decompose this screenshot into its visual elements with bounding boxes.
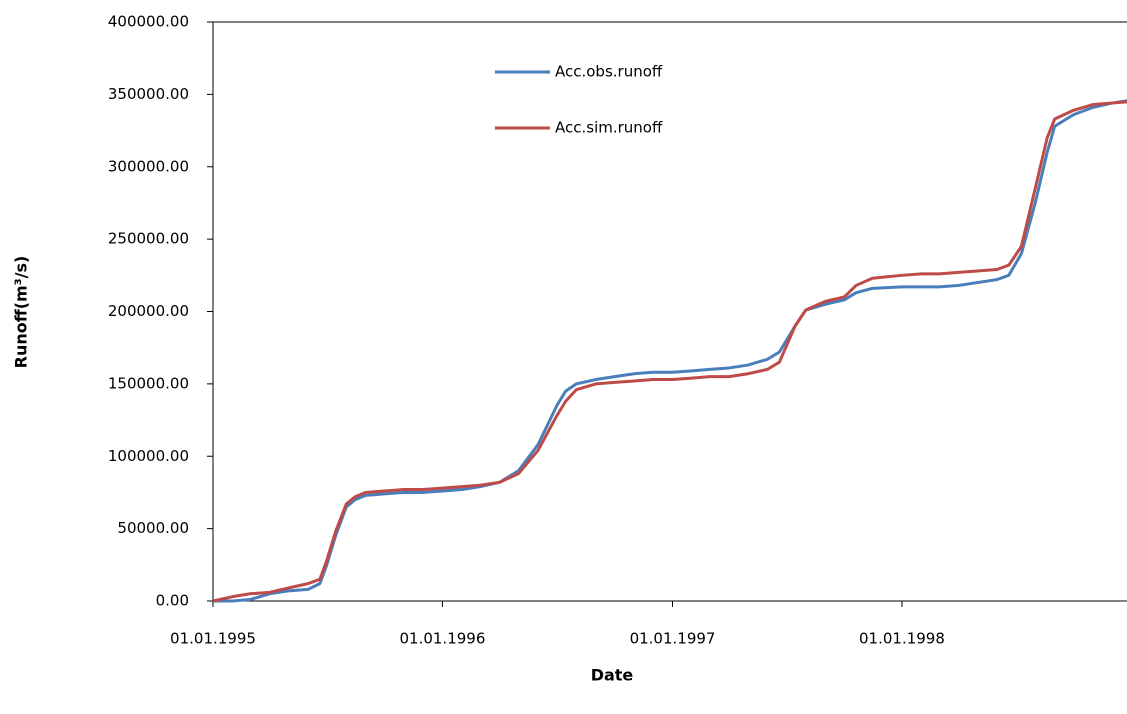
legend-label: Acc.obs.runoff — [555, 63, 663, 81]
x-tick-label: 01.01.1995 — [170, 630, 256, 648]
y-tick-label: 100000.00 — [108, 447, 189, 465]
x-axis-title: Date — [591, 666, 634, 685]
x-tick-label: 01.01.1998 — [859, 630, 945, 648]
y-tick-label: 250000.00 — [108, 230, 189, 248]
y-tick-label: 0.00 — [156, 592, 189, 610]
x-tick-label: 01.01.1996 — [399, 630, 485, 648]
y-tick-label: 50000.00 — [117, 519, 189, 537]
y-tick-label: 400000.00 — [108, 13, 189, 31]
y-tick-label: 350000.00 — [108, 85, 189, 103]
legend-label: Acc.sim.runoff — [555, 119, 663, 137]
y-tick-label: 300000.00 — [108, 157, 189, 175]
y-axis-title: Runoff(m³/s) — [12, 256, 31, 369]
y-tick-label: 200000.00 — [108, 302, 189, 320]
y-tick-label: 150000.00 — [108, 374, 189, 392]
x-tick-label: 01.01.1997 — [630, 630, 716, 648]
series-line — [213, 99, 1127, 603]
series-line — [212, 100, 1127, 603]
